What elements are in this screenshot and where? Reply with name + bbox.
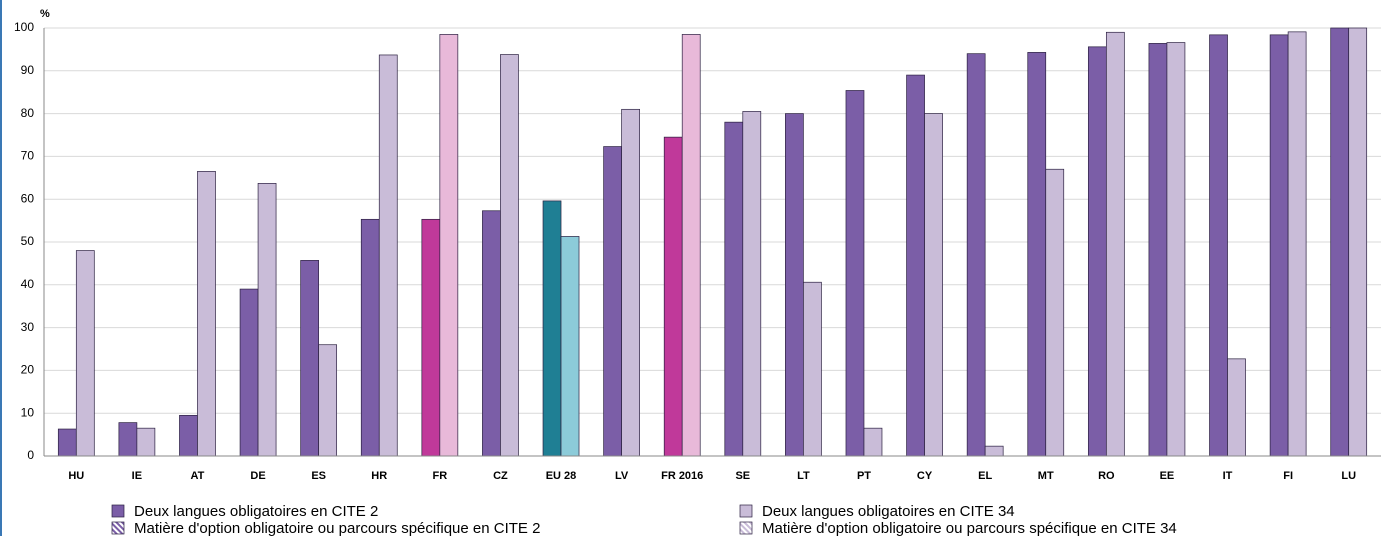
- bar: [663, 136, 683, 457]
- y-tick-label: 10: [21, 405, 35, 419]
- x-tick-label: FI: [1283, 470, 1293, 482]
- y-tick-label: 80: [21, 106, 35, 120]
- bar: [984, 445, 1004, 457]
- x-tick-label: LT: [797, 470, 810, 482]
- x-tick-label: LV: [615, 470, 629, 482]
- bar: [1209, 34, 1228, 457]
- bar: [621, 108, 640, 457]
- x-tick-label: CY: [917, 470, 933, 482]
- y-tick-label: 90: [21, 63, 35, 77]
- x-tick-label: IE: [132, 470, 142, 482]
- legend-label: Deux langues obligatoires en CITE 2: [134, 503, 378, 520]
- x-tick-label: PT: [857, 470, 871, 482]
- bar: [681, 34, 701, 457]
- bar: [239, 288, 259, 457]
- legend-label: Matière d'option obligatoire ou parcours…: [762, 520, 1177, 536]
- bar: [75, 250, 95, 457]
- bar: [1148, 43, 1168, 457]
- x-tick-label: HR: [371, 470, 387, 482]
- y-axis-label: %: [40, 8, 50, 20]
- bar: [1330, 27, 1350, 457]
- legend-swatch: [111, 504, 125, 518]
- x-tick-label: ES: [311, 470, 326, 482]
- bar: [179, 414, 198, 457]
- bar: [1105, 31, 1125, 457]
- x-tick-label: LU: [1341, 470, 1356, 482]
- bar: [1348, 27, 1368, 457]
- bar: [300, 260, 320, 457]
- legend-swatch: [739, 504, 753, 518]
- bar: [360, 218, 380, 457]
- bar: [500, 54, 519, 457]
- bar: [197, 171, 216, 457]
- bar: [924, 113, 943, 457]
- bar: [318, 344, 338, 457]
- bar: [118, 422, 138, 457]
- bar: [1045, 168, 1065, 457]
- bar: [785, 113, 804, 457]
- y-tick-label: 0: [27, 448, 34, 462]
- bar: [482, 210, 501, 457]
- bar: [1027, 52, 1047, 457]
- y-tick-label: 100: [14, 20, 34, 34]
- legend-swatch: [739, 521, 753, 535]
- y-tick-label: 30: [21, 320, 35, 334]
- bar: [603, 146, 622, 457]
- x-tick-label: IT: [1223, 470, 1233, 482]
- x-tick-label: MT: [1038, 470, 1054, 482]
- bar: [378, 54, 398, 457]
- y-tick-label: 40: [21, 277, 35, 291]
- x-tick-label: CZ: [493, 470, 508, 482]
- bar: [1166, 42, 1186, 457]
- y-tick-label: 20: [21, 363, 35, 377]
- legend-label: Deux langues obligatoires en CITE 34: [762, 503, 1015, 520]
- x-tick-label: EU 28: [546, 470, 577, 482]
- bar: [542, 200, 562, 457]
- x-tick-label: EE: [1160, 470, 1175, 482]
- legend-label: Matière d'option obligatoire ou parcours…: [134, 520, 540, 536]
- x-tick-label: DE: [250, 470, 265, 482]
- y-tick-label: 70: [21, 149, 35, 163]
- bar: [906, 74, 925, 457]
- x-tick-label: HU: [68, 470, 84, 482]
- legend-swatch: [111, 521, 125, 535]
- bar: [560, 236, 580, 457]
- bar: [257, 183, 277, 457]
- bar: [57, 428, 77, 457]
- bar: [1087, 46, 1107, 457]
- x-tick-label: FR: [433, 470, 448, 482]
- x-tick-label: SE: [735, 470, 750, 482]
- x-tick-label: AT: [191, 470, 205, 482]
- bar: [863, 427, 883, 457]
- x-tick-label: RO: [1098, 470, 1115, 482]
- bar: [845, 90, 865, 457]
- bar: [724, 121, 744, 457]
- bar: [136, 427, 156, 457]
- bar: [803, 281, 822, 457]
- x-tick-label: FR 2016: [661, 470, 703, 482]
- bar: [439, 34, 459, 457]
- x-tick-label: EL: [978, 470, 992, 482]
- y-tick-label: 60: [21, 191, 35, 205]
- bar: [742, 111, 762, 457]
- bar: [421, 218, 441, 457]
- bar: [966, 53, 986, 457]
- bar: [1227, 358, 1246, 457]
- bar: [1287, 31, 1307, 457]
- y-tick-label: 50: [21, 234, 35, 248]
- bar: [1269, 34, 1289, 457]
